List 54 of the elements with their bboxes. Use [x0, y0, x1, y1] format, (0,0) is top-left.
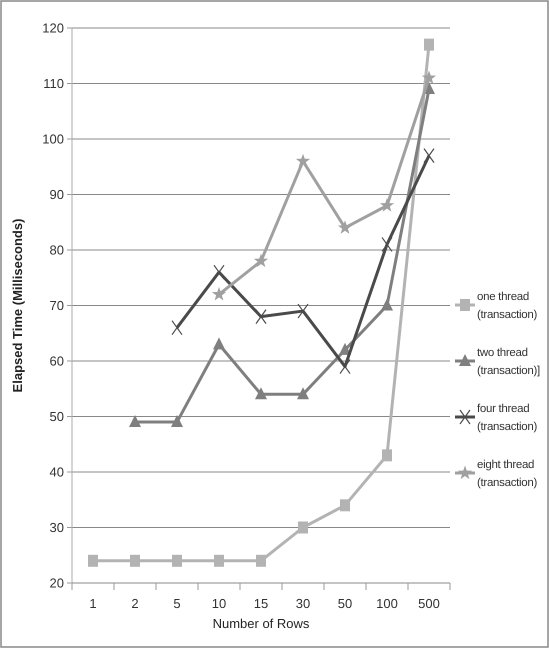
point [297, 387, 309, 400]
x-tick-label: 100 [376, 596, 398, 611]
y-tick-label: 80 [50, 242, 64, 258]
point [255, 387, 267, 400]
point [171, 415, 183, 428]
point [298, 522, 308, 534]
x-tick-label: 30 [296, 596, 310, 611]
point [381, 236, 393, 252]
y-tick-label: 30 [50, 520, 64, 536]
legend-label: two thread (transaction)] [477, 347, 540, 378]
legend-label: one thread (transaction) [477, 291, 538, 322]
point [213, 264, 225, 280]
point [424, 38, 434, 51]
point [297, 303, 309, 319]
y-tick-label: 50 [50, 409, 64, 424]
point [254, 254, 268, 268]
point [171, 320, 183, 336]
x-tick-label: 500 [418, 596, 440, 611]
point [340, 499, 350, 512]
legend-label: four thread (transaction) [477, 403, 538, 434]
point [255, 309, 267, 324]
point [338, 220, 352, 234]
legend-label: eight thread (transaction) [477, 459, 538, 490]
x-axis-title: Number of Rows [212, 616, 310, 631]
point [130, 554, 140, 567]
y-tick-label: 90 [50, 187, 64, 202]
point [88, 554, 98, 567]
y-tick-label: 20 [50, 576, 64, 591]
x-tick-label: 50 [338, 596, 352, 611]
y-tick-label: 60 [50, 354, 64, 369]
y-axis-title: Elapsed Time (Milliseconds) [10, 218, 25, 392]
point [381, 298, 393, 310]
x-tick-label: 2 [131, 596, 139, 611]
point [129, 415, 141, 428]
point [172, 554, 182, 567]
point [214, 554, 224, 567]
point [382, 449, 392, 462]
x-tick-label: 5 [173, 596, 181, 611]
point [296, 154, 310, 168]
point [256, 554, 266, 567]
point [339, 358, 351, 374]
point [213, 337, 225, 350]
point [380, 198, 394, 212]
point [423, 148, 435, 164]
x-tick-label: 15 [254, 596, 268, 611]
y-tick-label: 70 [50, 298, 64, 314]
y-tick-label: 110 [43, 76, 64, 92]
y-tick-label: 100 [42, 132, 64, 147]
x-tick-label: 10 [212, 596, 226, 611]
x-tick-label: 1 [89, 596, 97, 611]
point [212, 286, 226, 300]
y-tick-label: 120 [42, 20, 64, 36]
point [422, 70, 436, 84]
y-tick-label: 40 [50, 464, 64, 480]
